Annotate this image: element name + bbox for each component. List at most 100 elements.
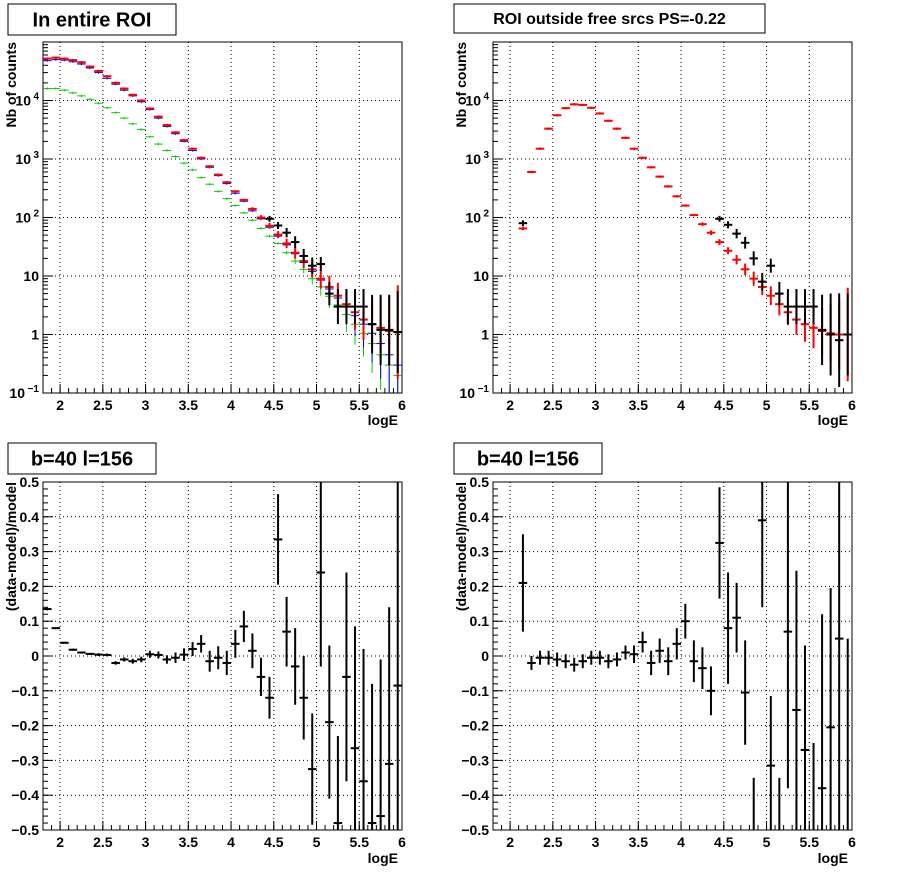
data-point — [179, 138, 189, 142]
data-point — [43, 57, 52, 60]
y-tick-label: 10 — [15, 151, 31, 167]
data-point — [629, 147, 639, 150]
data-point — [316, 482, 326, 667]
chart-panel-4: 2 2.5 3 3.5 4 4.5 5 5.5 6 −0.5 −0.4 −0.3 −0.2 −0.1 0 0.… — [453, 442, 856, 866]
data-point — [638, 631, 647, 653]
data-point — [273, 221, 283, 230]
y-tick-label: −0.3 — [11, 752, 39, 768]
data-point — [535, 650, 545, 665]
data-point — [587, 106, 596, 109]
y-tick-exponent: 4 — [33, 92, 39, 103]
data-point — [162, 149, 172, 152]
data-point — [672, 195, 682, 198]
data-point — [535, 147, 545, 150]
data-point — [527, 170, 536, 174]
x-tick-label: 4 — [677, 397, 685, 413]
x-tick-label: 5 — [763, 397, 771, 413]
y-tick-label: 10 — [473, 268, 489, 284]
data-point — [792, 570, 801, 830]
data-point — [809, 289, 818, 325]
y-tick-label: 0 — [481, 648, 489, 664]
plot-frame — [492, 41, 853, 394]
y-axis-title: (data-model)/model — [3, 482, 19, 611]
data-point — [655, 638, 664, 663]
x-tick-label: 4 — [227, 834, 235, 850]
x-tick-label: 5.5 — [800, 397, 820, 413]
y-tick-label: −0.2 — [461, 718, 489, 734]
x-tick-label: 2.5 — [543, 397, 563, 413]
data-point — [188, 147, 197, 150]
data-point — [817, 614, 827, 830]
x-tick-label: 2 — [506, 397, 514, 413]
y-tick-label: 10 — [465, 151, 481, 167]
data-point — [826, 293, 835, 376]
y-tick-label: 10 — [465, 210, 481, 226]
y-tick-label: 10 — [9, 385, 25, 401]
data-point — [85, 98, 95, 101]
data-series-2 — [518, 215, 852, 387]
plot-frame — [42, 41, 403, 394]
data-point — [60, 89, 69, 92]
data-point — [273, 231, 283, 239]
y-tick-label: −0.4 — [461, 787, 489, 803]
data-point — [154, 142, 163, 146]
data-point — [265, 222, 274, 229]
data-point — [299, 248, 308, 263]
data-point — [834, 293, 844, 387]
data-point — [179, 648, 189, 661]
data-point — [715, 215, 724, 222]
data-point — [350, 289, 360, 325]
data-point — [77, 94, 86, 98]
title-box — [7, 3, 177, 36]
data-point — [740, 263, 750, 276]
data-point — [248, 219, 257, 222]
data-point — [231, 204, 240, 207]
y-tick-label: −0.2 — [11, 718, 39, 734]
y-tick-exponent: 3 — [483, 150, 489, 161]
data-point — [85, 652, 95, 655]
data-point — [587, 650, 596, 665]
data-point — [290, 628, 300, 705]
data-point — [43, 607, 52, 611]
x-tick-label: 4 — [227, 397, 235, 413]
y-tick-label: 0.3 — [20, 544, 40, 560]
data-point — [179, 161, 189, 165]
data-point — [376, 659, 385, 830]
x-tick-label: 2.5 — [543, 834, 563, 850]
data-point — [137, 99, 146, 102]
y-tick-label: −0.3 — [461, 752, 489, 768]
x-tick-label: 5 — [313, 834, 321, 850]
chart-panel-3: 2 2.5 3 3.5 4 4.5 5 5.5 6 −0.5 −0.4 −0.3 −0.2 −0.1 0 0.… — [3, 442, 406, 866]
data-point — [578, 103, 588, 107]
x-tick-label: 5.5 — [350, 397, 370, 413]
chart-title: In entire ROI — [33, 10, 152, 32]
data-point — [715, 487, 724, 599]
data-point — [621, 136, 630, 140]
x-tick-label: 6 — [398, 834, 406, 850]
y-tick-exponent: 2 — [483, 209, 489, 220]
data-point — [128, 658, 138, 664]
data-point — [561, 654, 570, 669]
y-tick-label: −0.1 — [461, 683, 489, 699]
data-point — [77, 61, 86, 64]
data-point — [792, 289, 801, 325]
data-point — [111, 661, 120, 665]
x-tick-label: 2 — [506, 834, 514, 850]
data-point — [544, 127, 553, 130]
x-tick-label: 2 — [56, 397, 64, 413]
x-tick-label: 3 — [592, 397, 600, 413]
x-axis-title: logE — [368, 412, 398, 428]
data-point — [111, 111, 120, 114]
y-tick-label: −0.4 — [11, 787, 39, 803]
data-point — [393, 291, 402, 374]
x-tick-label: 2.5 — [93, 834, 113, 850]
data-point — [612, 652, 622, 667]
data-point — [213, 646, 223, 670]
y-tick-exponent: 2 — [33, 209, 39, 220]
data-point — [638, 156, 647, 159]
x-tick-label: 5.5 — [800, 834, 820, 850]
data-point — [706, 230, 716, 236]
x-tick-label: 3 — [592, 834, 600, 850]
